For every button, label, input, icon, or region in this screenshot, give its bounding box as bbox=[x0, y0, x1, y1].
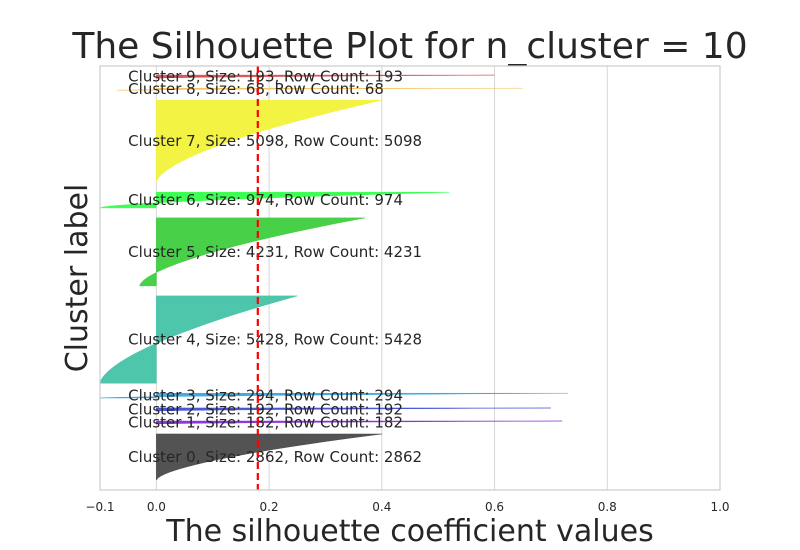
cluster-label-6: Cluster 6, Size: 974, Row Count: 974 bbox=[128, 191, 403, 209]
x-tick-label: 0.8 bbox=[598, 500, 617, 514]
y-axis-label: Cluster label bbox=[60, 184, 95, 373]
cluster-band-5 bbox=[139, 217, 365, 287]
cluster-label-2: Cluster 2, Size: 192, Row Count: 192 bbox=[128, 400, 403, 418]
plot-frame bbox=[99, 65, 721, 491]
x-tick-label: 0.6 bbox=[485, 500, 504, 514]
x-tick-label: 1.0 bbox=[710, 500, 729, 514]
cluster-label-3: Cluster 3, Size: 294, Row Count: 294 bbox=[128, 387, 403, 405]
x-tick-label: −0.1 bbox=[85, 500, 114, 514]
cluster-band-7 bbox=[156, 99, 382, 183]
cluster-band-6 bbox=[99, 191, 450, 209]
cluster-band-9 bbox=[156, 74, 495, 79]
cluster-band-2 bbox=[156, 407, 551, 412]
cluster-band-3 bbox=[99, 392, 568, 399]
cluster-label-0: Cluster 0, Size: 2862, Row Count: 2862 bbox=[128, 448, 422, 466]
cluster-label-5: Cluster 5, Size: 4231, Row Count: 4231 bbox=[128, 243, 422, 261]
cluster-label-1: Cluster 1, Size: 182, Row Count: 182 bbox=[128, 414, 403, 432]
cluster-band-4 bbox=[99, 295, 298, 384]
plot-area: Cluster 0, Size: 2862, Row Count: 2862 Cl… bbox=[85, 65, 730, 514]
chart-title: The Silhouette Plot for n_cluster = 10 bbox=[71, 26, 747, 67]
x-tick-label: 0.0 bbox=[147, 500, 166, 514]
cluster-band-0 bbox=[156, 433, 382, 481]
cluster-label-4: Cluster 4, Size: 5428, Row Count: 5428 bbox=[128, 331, 422, 349]
cluster-label-7: Cluster 7, Size: 5098, Row Count: 5098 bbox=[128, 132, 422, 150]
cluster-band-8 bbox=[116, 87, 523, 91]
cluster-label-8: Cluster 8, Size: 68, Row Count: 68 bbox=[128, 80, 384, 98]
x-axis-label: The silhouette coefficient values bbox=[165, 514, 653, 549]
x-tick-label: 0.2 bbox=[260, 500, 279, 514]
x-tick-label: 0.4 bbox=[372, 500, 391, 514]
cluster-label-9: Cluster 9, Size: 193, Row Count: 193 bbox=[128, 68, 403, 86]
